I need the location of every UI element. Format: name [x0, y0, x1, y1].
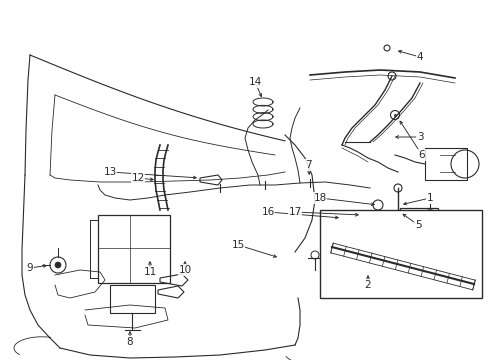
- Text: 12: 12: [131, 173, 144, 183]
- Text: 8: 8: [126, 337, 133, 347]
- Text: 6: 6: [418, 150, 425, 160]
- Text: 13: 13: [103, 167, 116, 177]
- Circle shape: [55, 262, 61, 268]
- Text: 15: 15: [231, 240, 244, 250]
- Text: 18: 18: [313, 193, 326, 203]
- Text: 7: 7: [304, 160, 311, 170]
- Text: 2: 2: [364, 280, 370, 290]
- Bar: [319, 210, 481, 298]
- Text: 3: 3: [416, 132, 423, 142]
- Text: 10: 10: [178, 265, 191, 275]
- Bar: [98, 215, 170, 283]
- Text: 5: 5: [414, 220, 421, 230]
- Text: 9: 9: [27, 263, 33, 273]
- Bar: [399, 208, 437, 236]
- Text: 16: 16: [261, 207, 274, 217]
- Bar: [424, 148, 466, 180]
- Text: 17: 17: [288, 207, 301, 217]
- Text: 1: 1: [426, 193, 432, 203]
- Bar: [110, 285, 155, 313]
- Text: 14: 14: [248, 77, 261, 87]
- Circle shape: [390, 111, 399, 120]
- Text: 4: 4: [416, 52, 423, 62]
- Text: 11: 11: [143, 267, 156, 277]
